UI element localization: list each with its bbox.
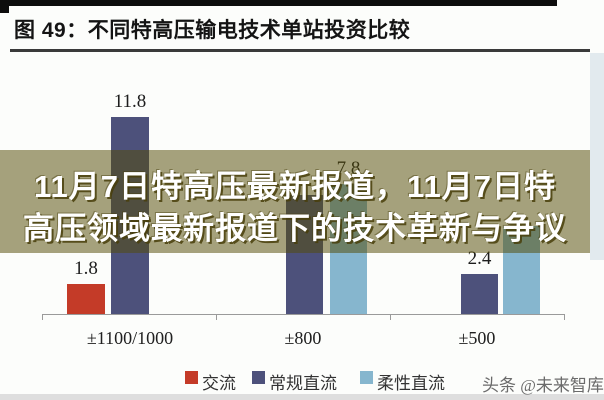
- top-left-notch: [0, 0, 9, 13]
- bar-value-label: 2.4: [467, 248, 492, 269]
- top-black-bar: [0, 0, 557, 6]
- news-headline-overlay: 11月7日特高压最新报道，11月7日特 高压领域最新报道下的技术革新与争议: [0, 150, 590, 253]
- category-label-800: ±800: [284, 328, 322, 348]
- legend-swatch-vsc: [360, 371, 373, 384]
- x-axis-line: [42, 314, 565, 315]
- bar-value-label: 11.8: [113, 91, 147, 112]
- bottom-gray-strip: [0, 394, 604, 400]
- legend-label-vsc: 柔性直流: [377, 374, 445, 393]
- legend-swatch-ac: [185, 371, 198, 384]
- headline-line-1: 11月7日特高压最新报道，11月7日特: [33, 169, 557, 204]
- axis-tick: [42, 314, 43, 320]
- bar-value-label: 1.8: [74, 258, 98, 279]
- legend-swatch-lcc: [252, 371, 265, 384]
- legend-label-ac: 交流: [202, 374, 236, 393]
- legend-label-lcc: 常规直流: [269, 374, 337, 393]
- axis-tick: [390, 314, 391, 320]
- bar-常规直流-±500: [461, 274, 498, 314]
- axis-tick: [216, 314, 217, 320]
- title-underline: [10, 49, 590, 52]
- headline-line-2: 高压领域最新报道下的技术革新与争议: [23, 211, 567, 246]
- source-watermark: 头条 @未来智库: [482, 376, 604, 395]
- right-edge-strip: [590, 53, 604, 260]
- bar-交流-±1100/1000: [67, 284, 105, 314]
- axis-tick: [564, 314, 565, 320]
- figure-title: 图 49：不同特高压输电技术单站投资比较: [14, 19, 411, 42]
- category-label-500: ±500: [458, 328, 496, 348]
- category-label-1100-1000: ±1100/1000: [86, 328, 174, 348]
